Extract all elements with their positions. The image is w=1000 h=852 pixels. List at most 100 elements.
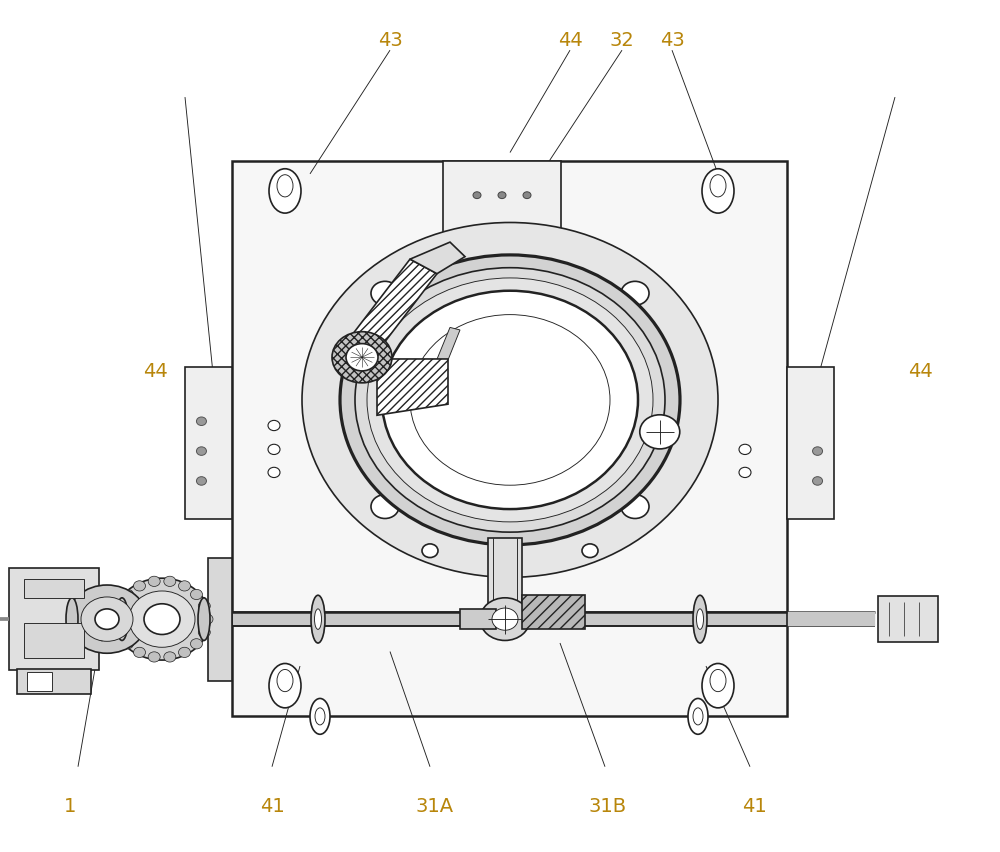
Ellipse shape — [688, 699, 708, 734]
Circle shape — [371, 282, 399, 306]
Circle shape — [122, 639, 134, 649]
Bar — [24, 579, 84, 598]
Circle shape — [201, 614, 213, 625]
Circle shape — [196, 417, 206, 426]
Circle shape — [81, 597, 133, 642]
Ellipse shape — [269, 664, 301, 708]
Ellipse shape — [96, 598, 108, 641]
Bar — [220, 613, 232, 626]
Bar — [232, 162, 787, 716]
Text: 31A: 31A — [416, 796, 454, 815]
Circle shape — [582, 544, 598, 558]
Circle shape — [523, 193, 531, 199]
Circle shape — [371, 495, 399, 519]
Circle shape — [268, 445, 280, 455]
Ellipse shape — [311, 596, 325, 643]
Circle shape — [148, 652, 160, 662]
Circle shape — [492, 608, 518, 630]
Bar — [488, 538, 522, 613]
Circle shape — [114, 602, 126, 612]
Circle shape — [122, 590, 134, 600]
Bar — [443, 162, 561, 247]
Circle shape — [164, 577, 176, 587]
Ellipse shape — [710, 176, 726, 198]
Bar — [787, 613, 875, 626]
Bar — [232, 613, 787, 626]
Circle shape — [621, 495, 649, 519]
Circle shape — [813, 477, 823, 486]
Ellipse shape — [702, 664, 734, 708]
Bar — [185, 368, 232, 520]
Ellipse shape — [269, 170, 301, 214]
Circle shape — [813, 447, 823, 456]
Text: 32: 32 — [610, 31, 634, 49]
Circle shape — [480, 598, 530, 641]
Ellipse shape — [116, 598, 128, 641]
Bar — [208, 558, 232, 681]
Circle shape — [134, 581, 146, 591]
Circle shape — [410, 315, 610, 486]
Bar — [27, 672, 52, 691]
Polygon shape — [435, 328, 460, 368]
Ellipse shape — [310, 699, 330, 734]
Circle shape — [196, 447, 206, 456]
Text: 44: 44 — [908, 361, 932, 380]
Circle shape — [621, 282, 649, 306]
Text: 43: 43 — [378, 31, 402, 49]
Text: 31B: 31B — [589, 796, 627, 815]
Bar — [24, 624, 84, 658]
Ellipse shape — [198, 598, 210, 641]
Ellipse shape — [66, 598, 78, 641]
Text: 1: 1 — [64, 796, 76, 815]
Circle shape — [190, 590, 202, 600]
Ellipse shape — [696, 609, 704, 630]
Bar — [460, 609, 496, 630]
Circle shape — [164, 652, 176, 662]
Polygon shape — [335, 260, 437, 372]
Circle shape — [382, 291, 638, 509]
Ellipse shape — [702, 170, 734, 214]
Bar — [17, 669, 91, 694]
Circle shape — [640, 415, 680, 449]
Circle shape — [134, 648, 146, 658]
Circle shape — [355, 268, 665, 532]
Circle shape — [190, 639, 202, 649]
Circle shape — [340, 256, 680, 545]
Text: 44: 44 — [143, 361, 167, 380]
Circle shape — [111, 614, 123, 625]
Circle shape — [332, 332, 392, 383]
Circle shape — [95, 609, 119, 630]
Circle shape — [473, 193, 481, 199]
Circle shape — [302, 223, 718, 578]
Bar — [787, 368, 834, 520]
Circle shape — [114, 627, 126, 637]
Circle shape — [129, 591, 195, 648]
Circle shape — [179, 581, 191, 591]
Ellipse shape — [277, 670, 293, 692]
Circle shape — [114, 579, 210, 660]
Text: 41: 41 — [742, 796, 766, 815]
Circle shape — [198, 602, 210, 612]
Circle shape — [367, 279, 653, 522]
Bar — [878, 596, 938, 642]
Circle shape — [422, 544, 438, 558]
Circle shape — [268, 421, 280, 431]
Text: 43: 43 — [660, 31, 684, 49]
Circle shape — [346, 344, 378, 371]
Circle shape — [179, 648, 191, 658]
Polygon shape — [410, 243, 465, 274]
Circle shape — [144, 604, 180, 635]
Polygon shape — [377, 360, 448, 416]
Ellipse shape — [315, 609, 322, 630]
Text: 44: 44 — [558, 31, 582, 49]
Circle shape — [739, 468, 751, 478]
Circle shape — [67, 585, 147, 653]
Bar — [522, 596, 585, 630]
Circle shape — [268, 468, 280, 478]
Circle shape — [198, 627, 210, 637]
Text: 41: 41 — [260, 796, 284, 815]
Circle shape — [196, 477, 206, 486]
Ellipse shape — [710, 670, 726, 692]
Bar — [9, 568, 99, 671]
Circle shape — [498, 193, 506, 199]
